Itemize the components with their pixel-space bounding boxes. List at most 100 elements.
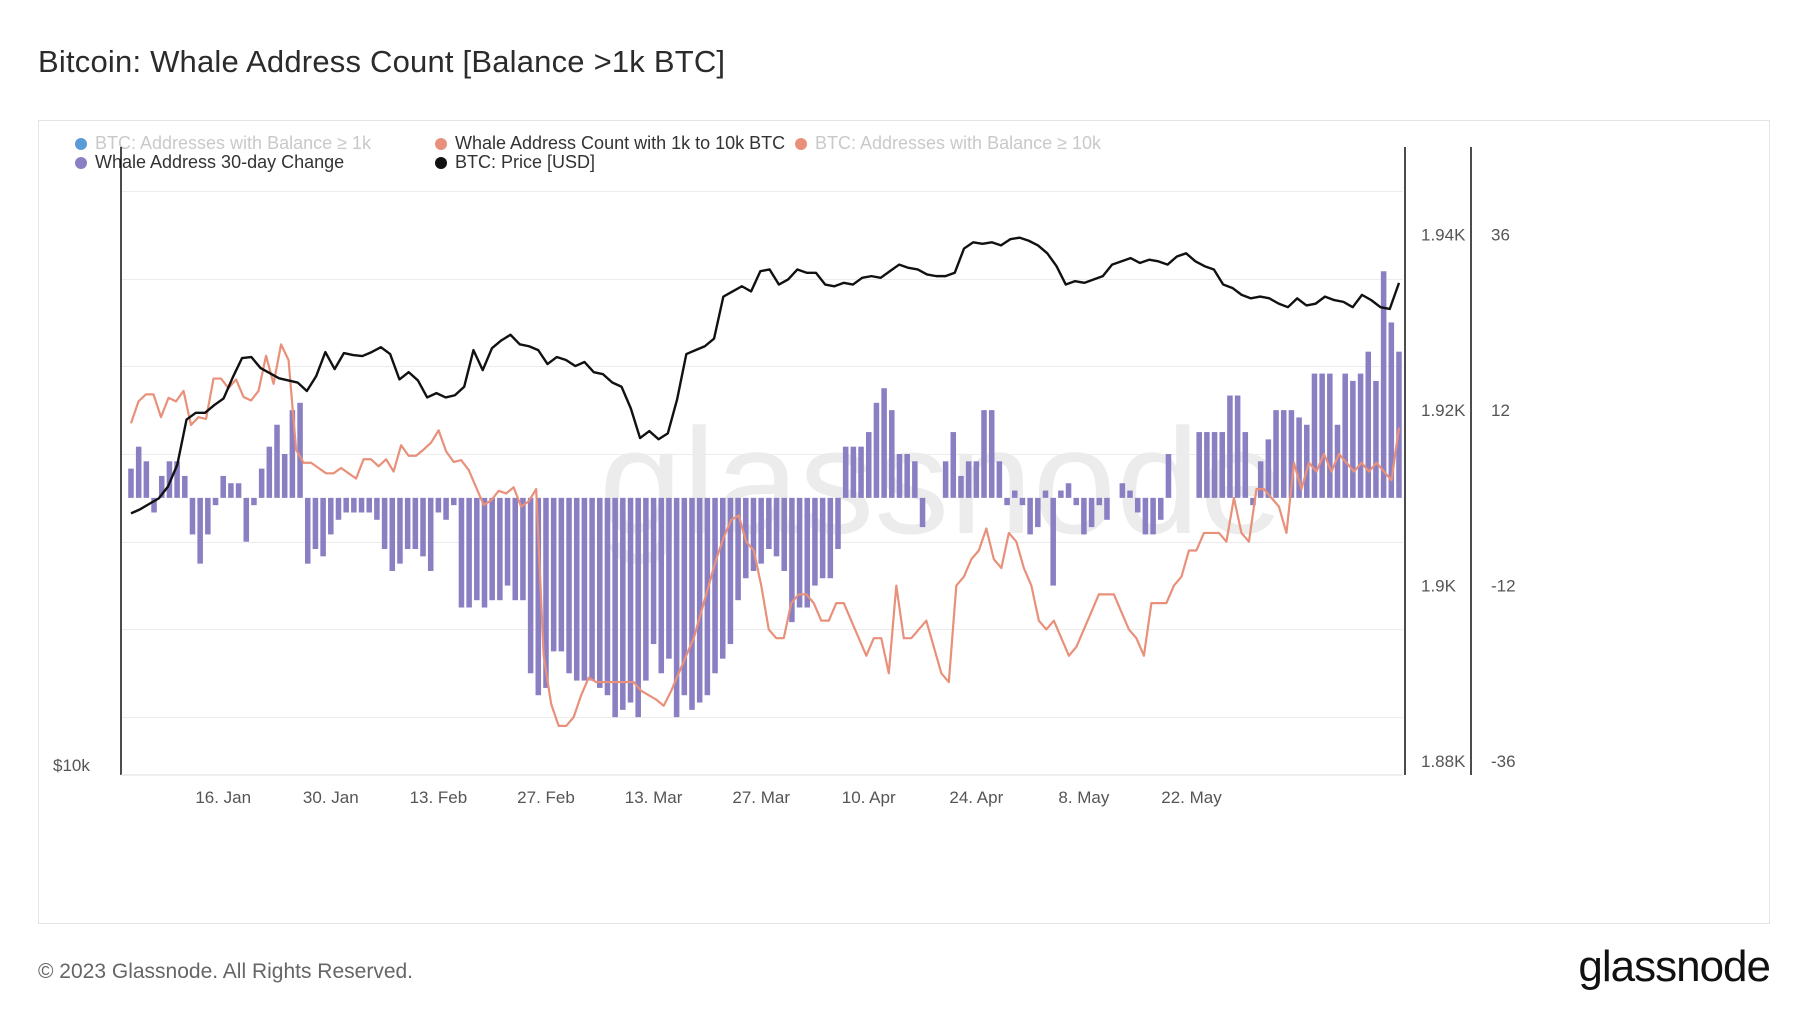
legend-label: BTC: Price [USD] [455,152,596,172]
legend-label: Whale Address Count with 1k to 10k BTC [455,133,786,153]
change-bar [151,497,157,513]
change-bar [458,497,465,608]
change-bar [335,497,342,520]
legend-item[interactable]: BTC: Addresses with Balance ≥ 1k [75,133,371,154]
change-bar [397,497,403,564]
change-bar [205,497,211,535]
change-bar [712,497,718,674]
change-tick-label: -36 [1491,752,1516,771]
change-bar [1265,439,1272,498]
change-bar [1196,432,1202,498]
change-bar [128,468,134,498]
change-bar [1257,461,1264,498]
legend-label: BTC: Addresses with Balance ≥ 10k [815,133,1102,153]
change-bar [819,497,826,579]
change-bar [389,497,396,571]
change-bar [497,497,503,601]
change-bar [727,497,734,645]
change-bar [835,497,841,550]
copyright: © 2023 Glassnode. All Rights Reserved. [38,960,414,983]
change-bar [297,402,303,498]
change-bar [535,497,542,696]
change-bar [858,446,864,498]
change-bar [143,461,150,498]
change-bar [228,483,234,498]
change-bar [942,461,949,498]
change-bar [658,497,665,674]
change-bar [781,497,787,571]
change-bar [1373,380,1379,498]
legend-dot-icon [435,137,447,150]
change-bar [1250,497,1256,506]
change-bar [1296,417,1302,498]
change-bar [1065,483,1072,498]
change-bar [973,461,980,498]
legend-item[interactable]: Whale Address 30-day Change [75,152,344,173]
legend-item[interactable]: BTC: Price [USD] [435,152,595,173]
chart-canvas[interactable]: glassnode $10k1.94K1.92K1.9K1.88K3612-12… [39,121,1771,925]
change-bar [766,497,772,550]
change-bar [1081,497,1087,535]
change-bar [328,497,334,535]
change-tick-label: 12 [1491,401,1510,420]
change-bar [812,497,818,586]
change-bar [1273,410,1279,498]
change-bar [412,497,419,550]
change-bar [243,497,250,542]
brand-logo[interactable]: glassnode [1578,942,1771,991]
change-bar [404,497,411,550]
bars-30day-change [128,271,1402,718]
change-bar [842,446,849,498]
change-bar [443,497,449,520]
count-tick-label: 1.9K [1421,577,1457,596]
change-bar [381,497,388,550]
change-bar [673,497,680,718]
change-bar [520,497,526,601]
change-bar [1280,410,1287,498]
x-tick-label: 10. Apr [842,788,896,807]
change-bar [643,497,649,681]
change-bar [988,410,995,498]
legend-item[interactable]: BTC: Addresses with Balance ≥ 10k [795,133,1101,154]
change-bar [719,497,726,659]
change-bar [1050,497,1056,586]
change-bar [374,497,380,520]
legend-label: BTC: Addresses with Balance ≥ 1k [95,133,372,153]
change-tick-label: 36 [1491,226,1510,245]
change-bar [512,497,519,601]
change-bar [543,497,549,688]
change-bar [550,497,557,652]
x-tick-label: 8. May [1058,788,1110,807]
change-bar [904,454,910,498]
x-tick-label: 24. Apr [949,788,1003,807]
change-bar [182,475,188,498]
change-bar [758,497,764,564]
change-bar [965,461,972,498]
change-bar [1142,497,1149,535]
change-bar [1104,497,1110,520]
change-bar [174,461,180,498]
change-bar [1311,373,1318,498]
change-bar [1088,497,1095,528]
x-tick-label: 27. Mar [732,788,790,807]
change-bar [950,432,957,498]
change-bar [689,497,695,710]
change-bar [1134,497,1141,513]
change-bar [1042,490,1049,498]
change-bar [881,388,887,498]
legend-item[interactable]: Whale Address Count with 1k to 10k BTC [435,133,785,154]
change-bar [1165,454,1172,498]
chart-frame: BTC: Addresses with Balance ≥ 1k Whale Ad… [38,120,1770,924]
change-bar [666,497,672,659]
change-bar [312,497,319,550]
x-tick-label: 13. Mar [625,788,683,807]
change-bar [1319,373,1325,498]
change-bar [504,497,511,586]
change-bar [1234,395,1241,498]
change-bar [289,410,296,498]
change-bar [789,497,795,623]
change-bar [420,497,426,557]
change-bar [558,497,565,652]
change-bar [351,497,357,513]
change-bar [735,497,741,601]
